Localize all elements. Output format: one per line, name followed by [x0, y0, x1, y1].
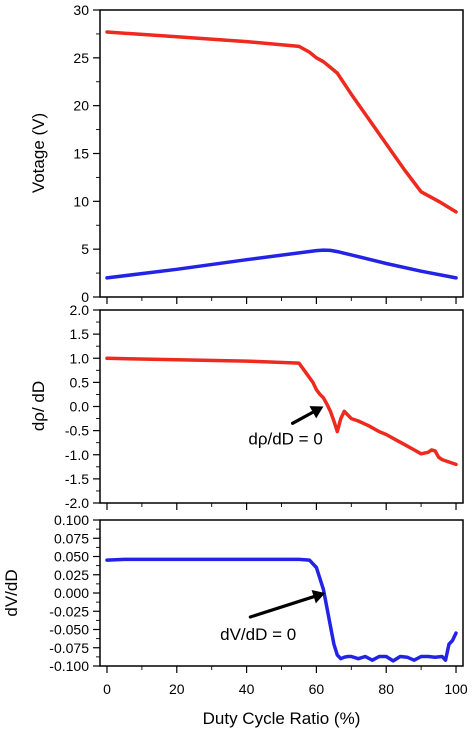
y-tick-label: -0.075 — [49, 640, 89, 656]
y-axis-label: Votage (V) — [29, 113, 48, 193]
annotation-arrow — [290, 410, 315, 425]
plot-frame — [99, 519, 464, 667]
x-tick-label: 60 — [309, 681, 325, 697]
y-tick-label: 1.5 — [70, 326, 90, 342]
annotation-label: dρ/dD = 0 — [248, 430, 322, 449]
y-tick-label: 0.100 — [54, 512, 89, 528]
y-tick-label: 10 — [73, 193, 89, 209]
y-tick-label: 0 — [81, 289, 89, 305]
y-tick-label: 2.0 — [70, 302, 90, 318]
y-tick-label: 5 — [81, 241, 89, 257]
voltage-panel: 0 5 10 15 20 25 30 Votage (V) — [29, 2, 464, 305]
y-tick-label: 0.000 — [54, 585, 89, 601]
x-tick-label: 80 — [378, 681, 394, 697]
y-tick-label: -1.5 — [65, 471, 89, 487]
annotation-arrowhead — [311, 590, 326, 604]
series-line — [105, 248, 458, 280]
annotation-arrowhead — [309, 406, 324, 419]
y-tick-label: -2.0 — [65, 495, 89, 511]
drho-dd-panel: -2.0 -1.5 -1.0 -0.5 0.0 0.5 1.0 1.5 2.0 dρ/ dD dρ/… — [29, 302, 464, 511]
y-tick-label: -1.0 — [65, 447, 89, 463]
y-tick-label: 1.0 — [70, 350, 90, 366]
y-tick-label: 0.5 — [70, 374, 90, 390]
y-tick-label: 20 — [73, 98, 89, 114]
y-axis-label: dV/dD — [2, 569, 21, 616]
series-line — [105, 356, 458, 467]
series-line — [105, 30, 458, 214]
y-tick-label: 15 — [73, 146, 89, 162]
x-tick-label: 40 — [239, 681, 255, 697]
annotation-label: dV/dD = 0 — [220, 625, 296, 644]
y-tick-label: 0.075 — [54, 530, 89, 546]
y-tick-label: 25 — [73, 50, 89, 66]
x-tick-label: 0 — [103, 681, 111, 697]
x-tick-label: 100 — [444, 681, 468, 697]
x-tick-label: 20 — [169, 681, 185, 697]
y-tick-label: -0.5 — [65, 423, 89, 439]
plot-frame — [99, 309, 464, 504]
y-tick-label: -0.025 — [49, 603, 89, 619]
y-tick-label: 30 — [73, 2, 89, 18]
y-axis-label: dρ/ dD — [29, 381, 48, 431]
y-tick-label: -0.100 — [49, 658, 89, 674]
series-line — [105, 557, 458, 663]
annotation-arrow — [248, 595, 316, 619]
y-tick-label: 0.025 — [54, 567, 89, 583]
dv-dd-panel: -0.100 -0.075 -0.050 -0.025 0.000 0.025 0.050 0… — [2, 512, 468, 728]
y-tick-label: 0.050 — [54, 549, 89, 565]
x-axis-label: Duty Cycle Ratio (%) — [203, 709, 361, 728]
y-tick-label: 0.0 — [70, 399, 90, 415]
y-tick-label: -0.050 — [49, 622, 89, 638]
